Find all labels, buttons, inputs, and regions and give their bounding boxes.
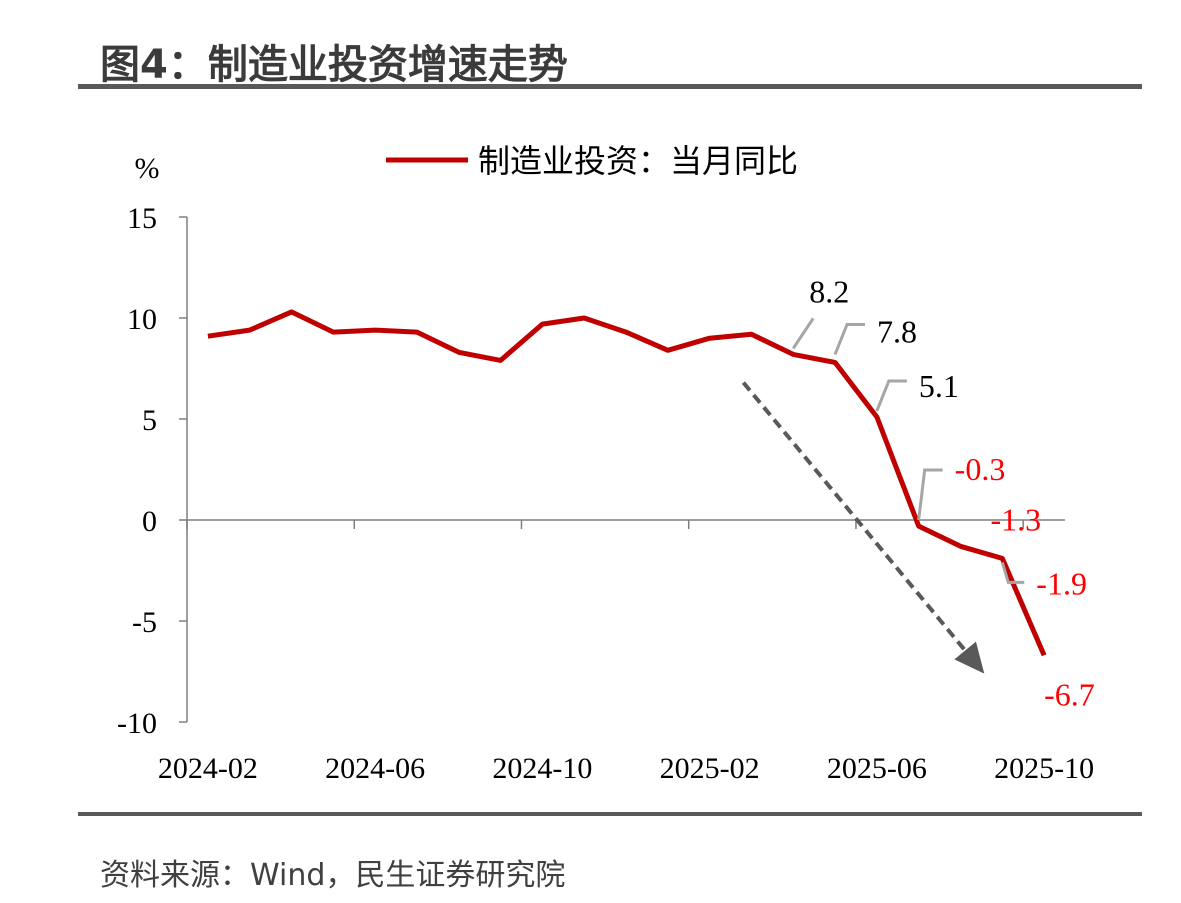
annotation-leader xyxy=(833,322,866,355)
y-tick-label: -10 xyxy=(117,707,157,740)
annotation-leader xyxy=(875,379,907,412)
y-tick-label: 5 xyxy=(142,404,157,437)
legend: 制造业投资：当月同比 xyxy=(386,142,798,180)
trend-arrow-head xyxy=(954,641,985,674)
y-axis: 15 10 5 0 -5 -10% xyxy=(117,152,188,740)
y-tick-label: 10 xyxy=(127,303,157,336)
x-tick-label: 2025-06 xyxy=(827,752,927,785)
bottom-divider xyxy=(78,812,1142,816)
annotation-leader xyxy=(917,468,943,521)
data-label: 7.8 xyxy=(877,313,917,349)
series-line xyxy=(207,309,1047,657)
annotation-leader xyxy=(791,317,815,350)
figure-title: 图4：制造业投资增速走势 xyxy=(100,42,568,88)
data-label: 5.1 xyxy=(919,368,959,404)
x-tick-label: 2024-06 xyxy=(325,752,425,785)
source-note: 资料来源：Wind，民生证券研究院 xyxy=(100,858,566,893)
data-labels: 8.2 7.85.1 -0.3 -1.3 -1.9 -6.7 xyxy=(791,273,1095,712)
y-tick-label: -5 xyxy=(132,606,157,639)
data-label: -1.3 xyxy=(990,501,1041,537)
y-tick-label: 15 xyxy=(127,202,157,235)
data-label: -0.3 xyxy=(955,451,1006,487)
x-tick-label: 2024-02 xyxy=(158,752,258,785)
x-axis: 2024-02 2024-06 2024-10 2025-02 2025-06 2025-… xyxy=(158,519,1094,785)
x-tick-label: 2025-10 xyxy=(994,752,1094,785)
x-tick-label: 2024-10 xyxy=(492,752,592,785)
data-label: -6.7 xyxy=(1044,676,1095,712)
trend-arrow xyxy=(741,381,985,674)
series-lines xyxy=(207,309,1047,657)
y-axis-unit: % xyxy=(135,152,160,185)
annotation-leader xyxy=(1000,561,1025,584)
legend-label: 制造业投资：当月同比 xyxy=(478,142,798,180)
data-label: 8.2 xyxy=(809,273,849,309)
trend-arrow-shaft xyxy=(741,381,967,652)
data-label: -1.9 xyxy=(1036,565,1087,601)
y-tick-label: 0 xyxy=(142,505,157,538)
x-tick-label: 2025-02 xyxy=(660,752,760,785)
top-divider xyxy=(78,84,1142,89)
